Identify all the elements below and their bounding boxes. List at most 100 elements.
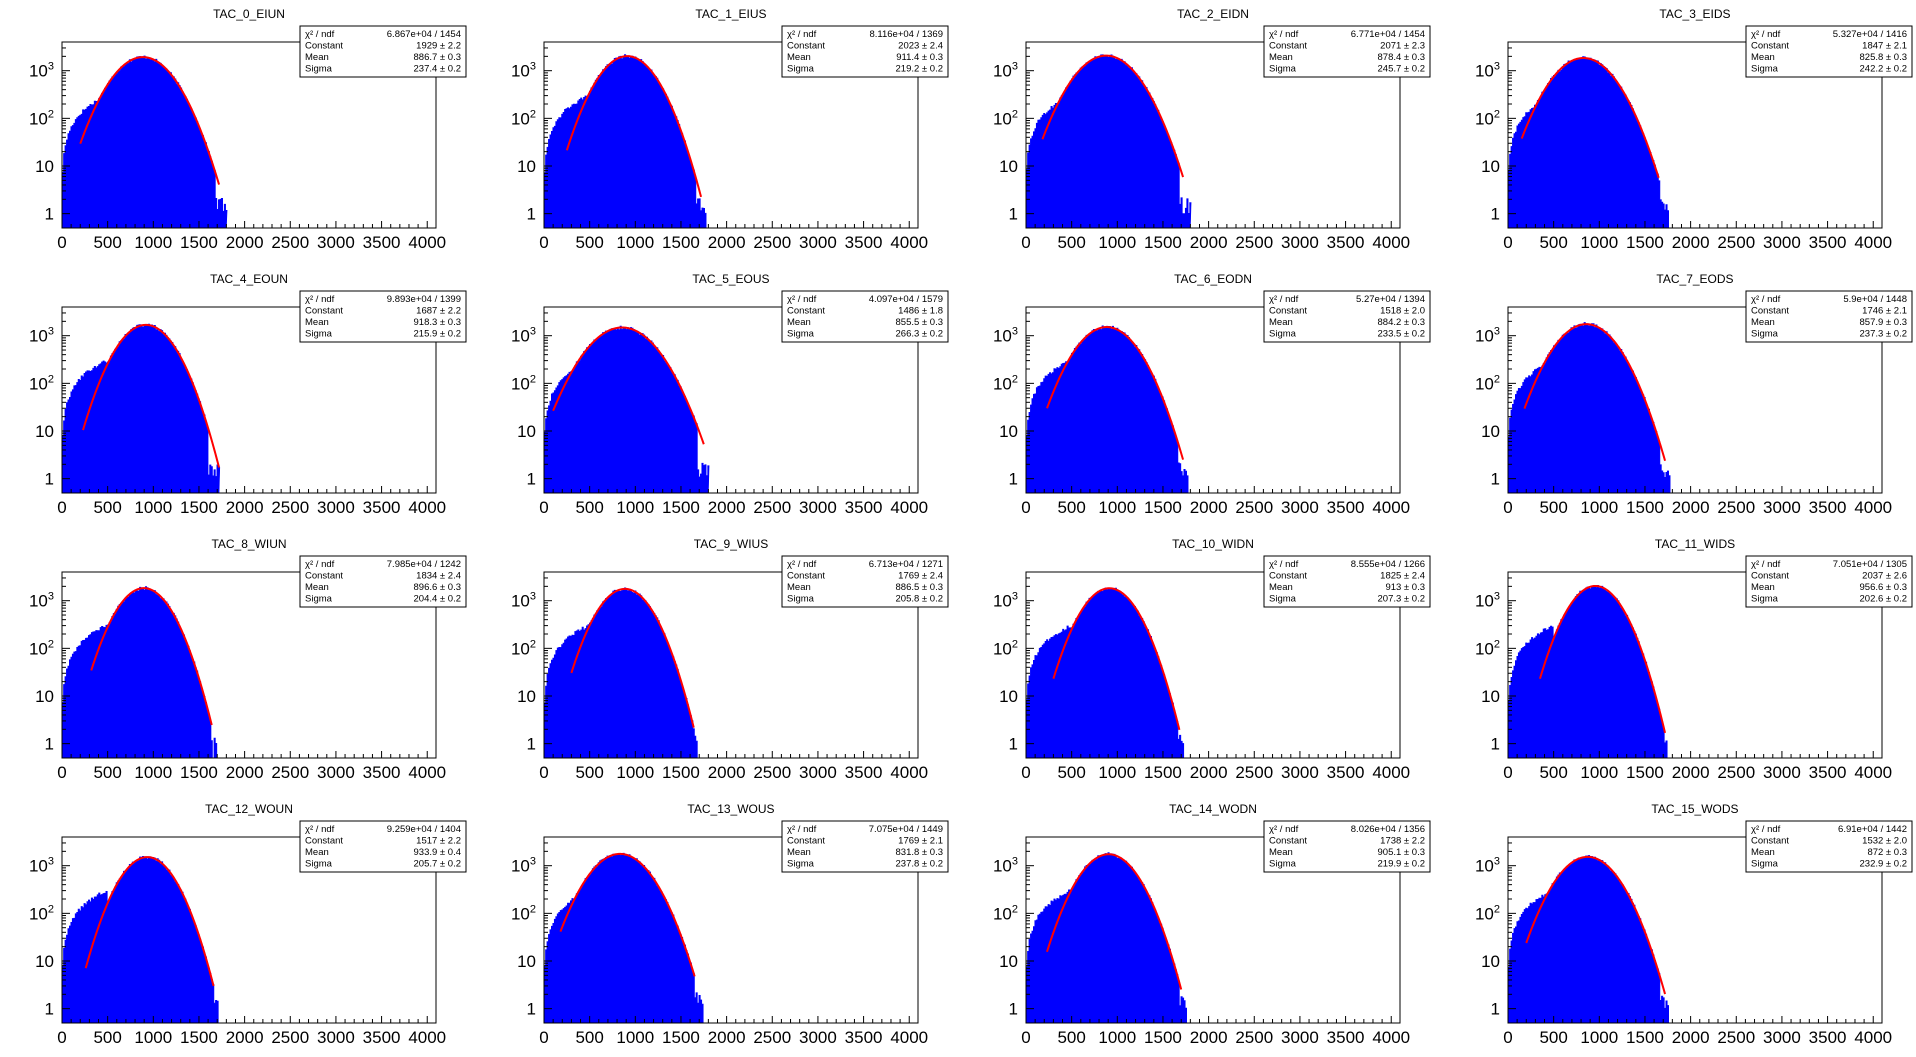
stat-label: Mean: [787, 52, 811, 63]
histogram-title: TAC_10_WIDN: [1172, 537, 1254, 551]
fit-stats-box: χ² / ndf 9.259e+04 / 1404 Constant 1517 ± 2…: [299, 820, 467, 873]
y-tick-label: 1: [527, 1000, 536, 1019]
x-tick-label: 1000: [1098, 233, 1136, 252]
histogram-title: TAC_0_EIUN: [213, 7, 285, 21]
stat-value: 2071 ± 2.3: [1380, 41, 1425, 52]
x-tick-label: 4000: [1854, 498, 1892, 517]
y-tick-label: 102: [1475, 108, 1500, 128]
x-tick-label: 2000: [708, 1028, 746, 1047]
y-tick-label: 103: [1475, 61, 1500, 81]
x-tick-label: 3500: [845, 498, 883, 517]
stat-value: 1769 ± 2.1: [898, 836, 943, 847]
y-tick-label: 103: [29, 591, 54, 611]
histogram-panel: TAC_15_WODS 0 500 1000 1500 2000 2500 3000 3500 4…: [1446, 795, 1916, 1057]
stat-label: Mean: [1269, 847, 1293, 858]
plot-frame: [1025, 306, 1401, 494]
stat-value: 6.867e+04 / 1454: [387, 29, 461, 40]
histogram-panel: TAC_5_EOUS 0 500 1000 1500 2000 2500 3000 3500 40…: [482, 265, 952, 527]
stat-label: Mean: [1269, 582, 1293, 593]
plot-frame: [1025, 41, 1401, 229]
stat-label: χ² / ndf: [1751, 559, 1781, 570]
stat-label: Mean: [787, 317, 811, 328]
stat-value: 896.6 ± 0.3: [414, 582, 461, 593]
x-tick-label: 2500: [753, 763, 791, 782]
stat-label: Constant: [1269, 836, 1307, 847]
x-tick-label: 3500: [1809, 233, 1847, 252]
gaussian-fit-line: [565, 55, 703, 198]
gaussian-fit-line: [90, 587, 213, 726]
fit-stats-box: χ² / ndf 5.9e+04 / 1448 Constant 1746 ± 2.1…: [1745, 290, 1913, 343]
stat-label: Constant: [787, 41, 825, 52]
x-tick-label: 4000: [408, 498, 446, 517]
x-tick-label: 2000: [1672, 498, 1710, 517]
y-tick-label: 102: [511, 903, 536, 923]
x-tick-label: 2500: [753, 1028, 791, 1047]
stat-value: 237.3 ± 0.2: [1860, 329, 1907, 340]
x-tick-label: 2000: [1190, 1028, 1228, 1047]
x-tick-label: 1000: [616, 233, 654, 252]
stat-value: 232.9 ± 0.2: [1860, 859, 1907, 870]
stat-value: 9.893e+04 / 1399: [387, 294, 461, 305]
x-tick-label: 2500: [1235, 763, 1273, 782]
x-tick-label: 1500: [1626, 763, 1664, 782]
x-tick-label: 2000: [1190, 498, 1228, 517]
x-tick-label: 500: [1539, 1028, 1567, 1047]
plot-frame: [1507, 836, 1883, 1024]
y-tick-label: 102: [993, 373, 1018, 393]
x-tick-label: 3500: [363, 233, 401, 252]
x-tick-label: 1500: [662, 233, 700, 252]
stat-value: 6.91e+04 / 1442: [1838, 824, 1907, 835]
histogram-title: TAC_8_WIUN: [211, 537, 286, 551]
x-tick-label: 1000: [1580, 498, 1618, 517]
stat-label: Sigma: [1269, 594, 1297, 605]
fit-stats-box: χ² / ndf 8.026e+04 / 1356 Constant 1738 ± 2…: [1263, 820, 1431, 873]
histogram-panel: TAC_9_WIUS 0 500 1000 1500 2000 2500 3000 3500 40…: [482, 530, 952, 792]
stat-label: Constant: [305, 571, 343, 582]
y-tick-label: 102: [993, 903, 1018, 923]
stat-value: 1825 ± 2.4: [1380, 571, 1425, 582]
stat-value: 215.9 ± 0.2: [414, 329, 461, 340]
y-tick-label: 102: [993, 108, 1018, 128]
x-tick-label: 3000: [799, 1028, 837, 1047]
histogram-title: TAC_9_WIUS: [694, 537, 768, 551]
stat-value: 219.2 ± 0.2: [896, 64, 943, 75]
stat-label: Constant: [1751, 306, 1789, 317]
x-tick-label: 1500: [1626, 1028, 1664, 1047]
x-tick-label: 0: [57, 763, 66, 782]
stat-value: 237.4 ± 0.2: [414, 64, 461, 75]
plot-frame: [61, 571, 437, 759]
plot-frame: [1507, 571, 1883, 759]
x-tick-label: 3000: [1763, 1028, 1801, 1047]
gaussian-fit-line: [1052, 587, 1181, 731]
x-tick-label: 3000: [317, 1028, 355, 1047]
histogram-plot: TAC_4_EOUN 0 500 1000 1500 2000 2500 3000 3500 40…: [29, 272, 467, 517]
fit-stats-box: χ² / ndf 5.327e+04 / 1416 Constant 1847 ± 2…: [1745, 25, 1913, 78]
x-tick-label: 3500: [363, 1028, 401, 1047]
stat-label: χ² / ndf: [1269, 294, 1299, 305]
stat-label: Constant: [787, 306, 825, 317]
gaussian-fit-line: [1041, 54, 1185, 178]
stat-value: 204.4 ± 0.2: [414, 594, 461, 605]
x-tick-label: 500: [1057, 1028, 1085, 1047]
gaussian-fit-line: [1525, 855, 1667, 995]
histogram-panel: TAC_1_EIUS 0 500 1000 1500 2000 2500 3000 3500 40…: [482, 0, 952, 262]
histogram-title: TAC_3_EIDS: [1659, 7, 1730, 21]
stat-label: Sigma: [1751, 594, 1779, 605]
x-tick-label: 1000: [134, 763, 172, 782]
stat-value: 1746 ± 2.1: [1862, 306, 1907, 317]
stat-value: 266.3 ± 0.2: [896, 329, 943, 340]
x-tick-label: 2000: [1190, 763, 1228, 782]
stat-label: Mean: [1751, 582, 1775, 593]
histogram-title: TAC_6_EODN: [1174, 272, 1252, 286]
x-tick-label: 0: [1503, 498, 1512, 517]
stat-value: 7.985e+04 / 1242: [387, 559, 461, 570]
y-tick-label: 1: [527, 205, 536, 224]
stat-label: Mean: [787, 847, 811, 858]
x-tick-label: 0: [539, 1028, 548, 1047]
x-tick-label: 500: [575, 1028, 603, 1047]
x-tick-label: 1500: [1144, 233, 1182, 252]
gaussian-fit-line: [1523, 323, 1667, 462]
stat-label: Mean: [1751, 52, 1775, 63]
histogram-plot: TAC_11_WIDS 0 500 1000 1500 2000 2500 3000 3500 4…: [1475, 537, 1913, 782]
y-tick-label: 1: [45, 205, 54, 224]
